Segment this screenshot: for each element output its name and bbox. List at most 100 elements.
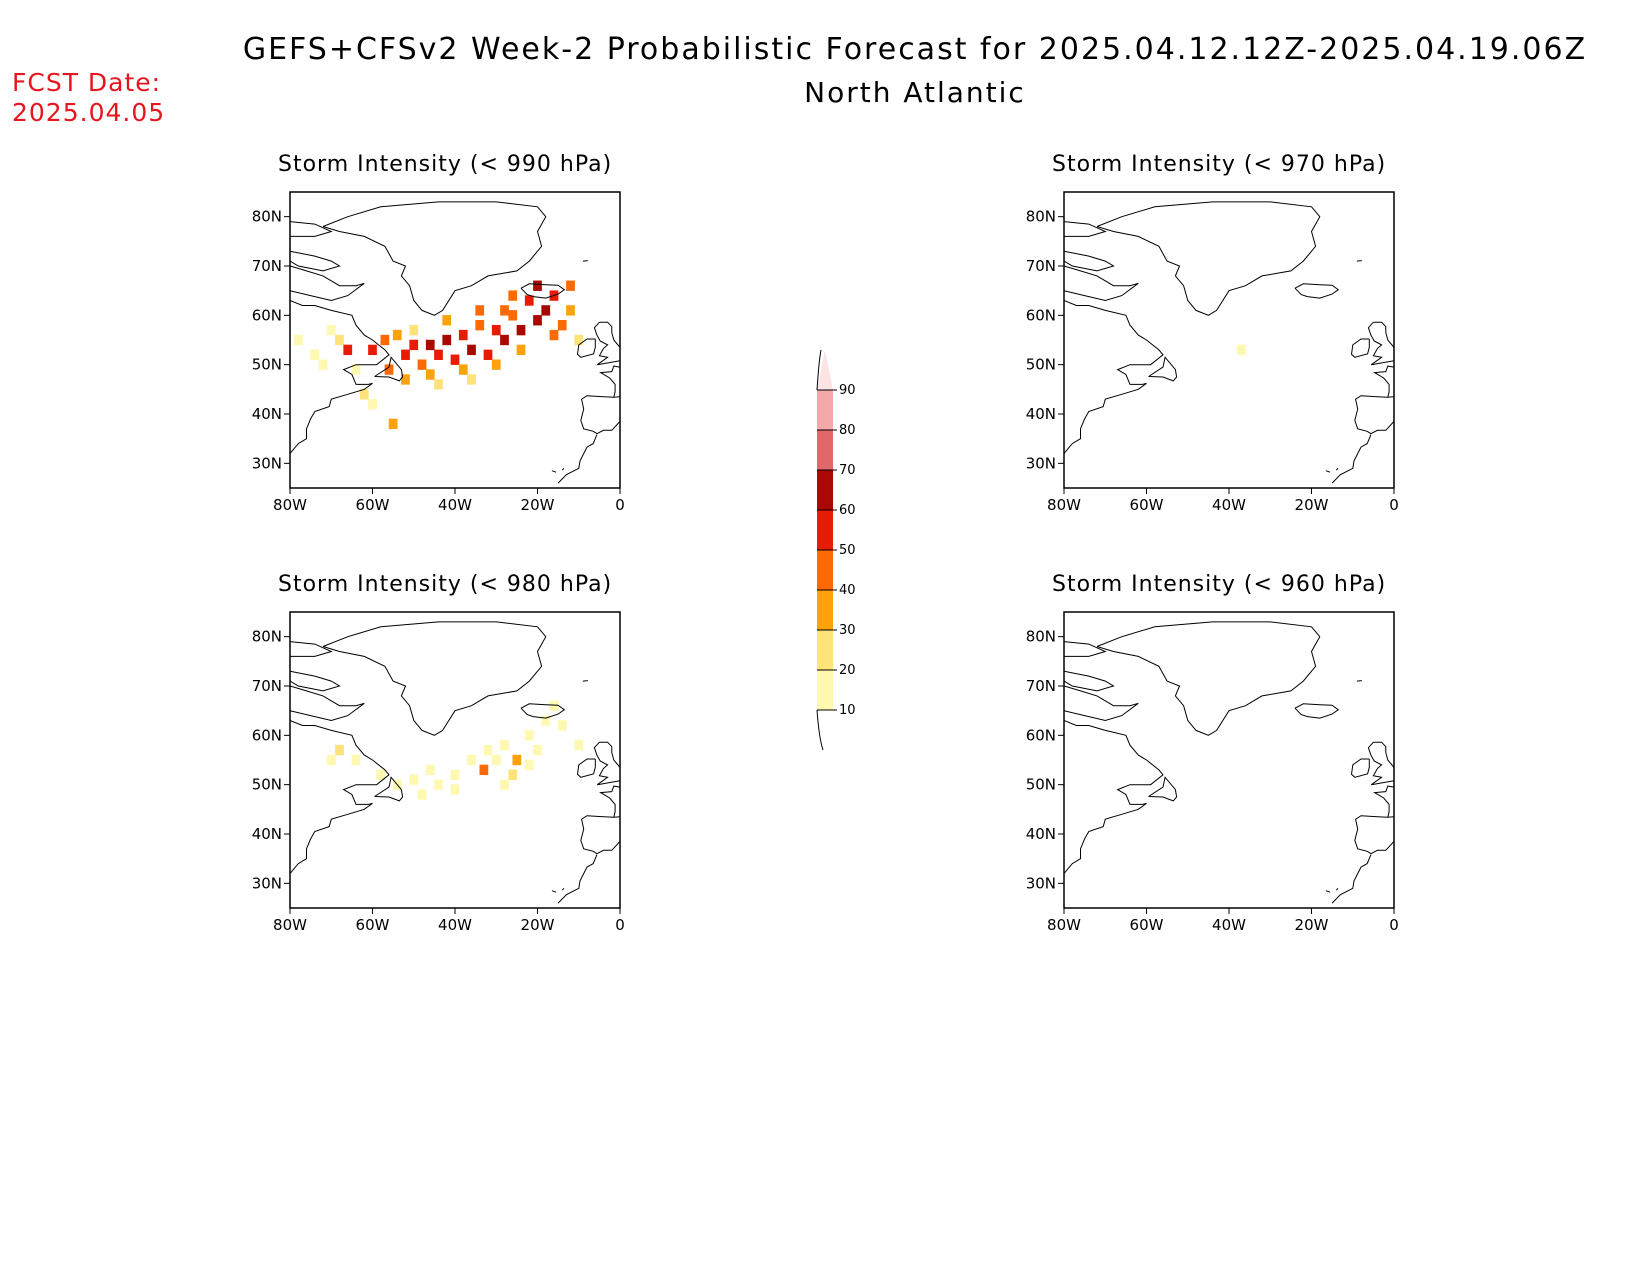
- probability-cell: [566, 280, 575, 291]
- colorbar-label: 80: [839, 423, 856, 438]
- lon-tick-label: 40W: [438, 916, 472, 934]
- colorbar-swatch: [817, 590, 833, 630]
- probability-cell: [467, 754, 476, 766]
- probability-cell: [335, 334, 344, 346]
- colorbar-label: 40: [839, 583, 856, 598]
- probability-cell: [533, 744, 542, 756]
- probability-cell: [343, 344, 353, 356]
- lon-tick-label: 0: [1389, 916, 1399, 934]
- lon-tick-label: 60W: [1130, 496, 1164, 514]
- panel-title-990: Storm Intensity (< 990 hPa): [278, 152, 613, 177]
- coastline: [1064, 265, 1139, 302]
- lon-tick-label: 20W: [1295, 496, 1329, 514]
- probability-cell: [425, 764, 435, 776]
- probability-cell: [368, 344, 377, 356]
- probability-cell: [557, 720, 567, 731]
- coastline: [1064, 641, 1107, 657]
- colorbar-swatch: [817, 390, 833, 430]
- lat-tick-label: 80N: [252, 628, 282, 646]
- probability-cell: [326, 754, 336, 766]
- probability-cell: [409, 774, 419, 785]
- coastline: [1064, 720, 1164, 874]
- coastline: [1373, 785, 1394, 818]
- coastline: [1064, 221, 1107, 237]
- colorbar-label: 60: [839, 503, 856, 518]
- coastline: [576, 338, 596, 358]
- coastline: [520, 283, 566, 299]
- lat-tick-label: 30N: [252, 874, 282, 892]
- probability-cell: [491, 754, 501, 766]
- coastline: [1335, 467, 1339, 471]
- probability-cell: [380, 334, 390, 346]
- lat-tick-label: 60N: [1026, 726, 1056, 744]
- lon-tick-label: 40W: [1212, 916, 1246, 934]
- coastline: [1331, 854, 1372, 904]
- probability-cell: [467, 344, 476, 356]
- coastline: [582, 680, 588, 682]
- probability-cell: [508, 290, 518, 301]
- probability-cell: [401, 374, 410, 385]
- coastline: [290, 265, 365, 302]
- probability-cell: [491, 359, 501, 370]
- probability-cell: [524, 759, 534, 771]
- lon-tick-label: 60W: [356, 916, 390, 934]
- coastline: [557, 434, 598, 484]
- coastline: [1331, 434, 1372, 484]
- coastline: [576, 758, 596, 778]
- lon-tick-label: 20W: [1295, 916, 1329, 934]
- probability-cell: [351, 364, 361, 375]
- coastline: [1294, 703, 1340, 719]
- probability-cell: [458, 329, 468, 341]
- coastline: [1096, 201, 1321, 316]
- probability-cell: [434, 349, 443, 360]
- colorbar-swatch: [817, 630, 833, 670]
- probability-cell: [368, 398, 377, 410]
- coastline: [374, 356, 404, 382]
- coastline: [593, 321, 620, 366]
- coastline: [593, 741, 620, 786]
- colorbar-label: 30: [839, 623, 856, 638]
- map-panel-980: 80N 70N 60N 50N 40N 30N 80W 60W 40W 20W 0: [252, 611, 625, 934]
- coastline: [1325, 890, 1331, 893]
- probability-cell: [442, 315, 452, 326]
- coastline: [561, 887, 565, 891]
- probability-cell: [508, 769, 518, 780]
- probability-cell: [351, 754, 361, 766]
- probability-cell: [549, 700, 559, 711]
- coastline: [290, 221, 333, 237]
- coastline: [290, 300, 390, 454]
- lon-tick-label: 80W: [1047, 496, 1081, 514]
- panel-title-980: Storm Intensity (< 980 hPa): [278, 572, 613, 597]
- coastline: [1354, 395, 1394, 435]
- lat-tick-label: 40N: [252, 825, 282, 843]
- coastline: [1148, 356, 1178, 382]
- coastline: [1335, 887, 1339, 891]
- lat-tick-label: 50N: [252, 356, 282, 374]
- probability-cell: [524, 295, 534, 306]
- probability-cell: [574, 334, 584, 346]
- probability-cell: [549, 329, 559, 341]
- lat-tick-label: 30N: [252, 454, 282, 472]
- lat-tick-label: 80N: [1026, 628, 1056, 646]
- lat-tick-label: 50N: [1026, 776, 1056, 794]
- coastline: [582, 260, 588, 262]
- probability-cell: [293, 334, 303, 346]
- coastline: [1325, 470, 1331, 473]
- coastline: [599, 785, 620, 818]
- probability-cell: [458, 364, 468, 375]
- colorbar-swatch: [817, 470, 833, 510]
- colorbar-label: 90: [839, 383, 856, 398]
- lat-tick-label: 70N: [1026, 677, 1056, 695]
- coastline: [290, 720, 390, 874]
- lon-tick-label: 80W: [1047, 916, 1081, 934]
- probability-cell: [541, 305, 551, 316]
- colorbar-label: 50: [839, 543, 856, 558]
- coastline: [1356, 680, 1362, 682]
- coastline: [1367, 741, 1394, 786]
- probability-cell: [442, 334, 452, 346]
- lat-tick-label: 50N: [252, 776, 282, 794]
- coastline: [599, 365, 620, 398]
- probability-cell: [417, 789, 427, 800]
- colorbar-swatch: [817, 670, 833, 710]
- probability-cell: [500, 740, 509, 751]
